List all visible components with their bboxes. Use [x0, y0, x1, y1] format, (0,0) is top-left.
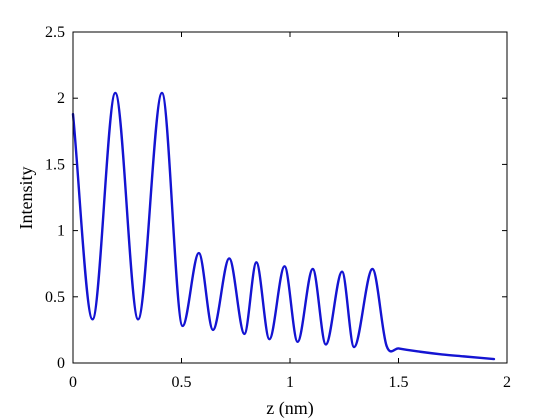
y-tick-label: 2	[57, 90, 65, 107]
x-tick-label: 1.5	[389, 374, 409, 391]
y-axis-label: Intensity	[16, 167, 36, 230]
x-tick-label: 0	[69, 374, 77, 391]
y-tick-label: 1.5	[45, 156, 65, 173]
plot-background	[73, 32, 507, 363]
y-tick-label: 0	[57, 355, 65, 372]
tick-labels-layer: 0 0.5 1 1.5 2 0 0.5 1 1.5 2 2.5	[45, 24, 511, 391]
y-tick-label: 0.5	[45, 289, 65, 306]
y-tick-label: 1	[57, 223, 65, 240]
x-axis-label: z (nm)	[266, 398, 313, 419]
plot-frame	[72, 31, 508, 364]
x-tick-label: 2	[503, 374, 511, 391]
x-tick-label: 1	[286, 374, 294, 391]
x-tick-label: 0.5	[172, 374, 192, 391]
intensity-line	[71, 91, 496, 361]
y-tick-label: 2.5	[45, 24, 65, 41]
